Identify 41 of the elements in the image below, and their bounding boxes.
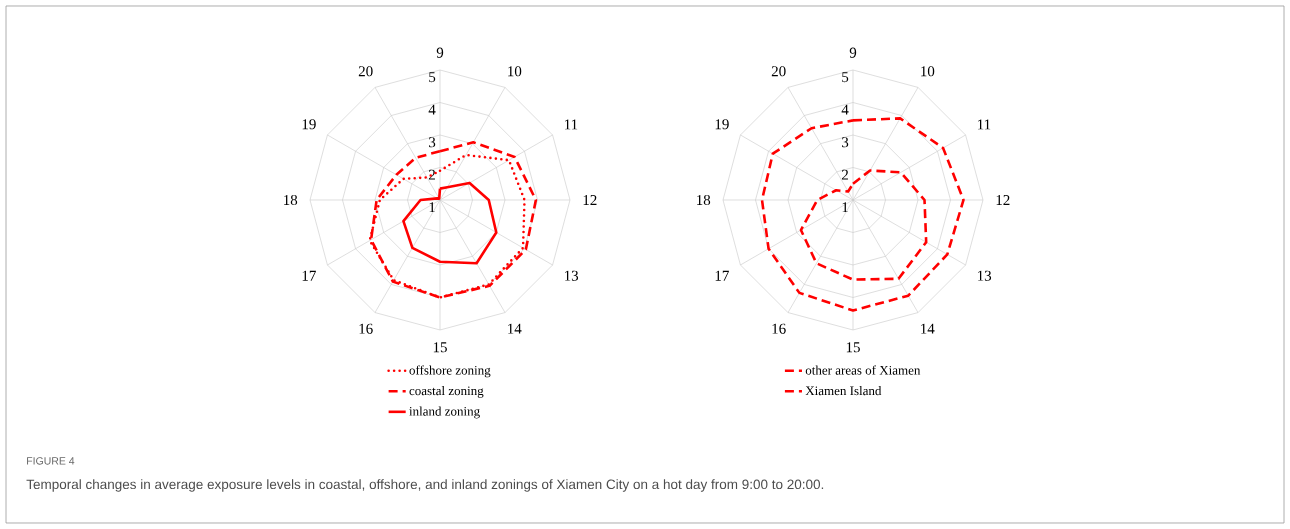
legend-label: coastal zoning [409,386,484,398]
spoke-label: 19 [302,119,316,130]
y-tick-label: 1 [429,202,435,213]
spoke-label: 18 [284,194,298,206]
y-tick-label: 1 [842,202,848,213]
spoke-label: 10 [508,66,522,77]
legend-label: Xiamen Island [805,386,882,396]
spoke-label: 19 [715,119,729,130]
spoke-label: 11 [977,119,991,130]
spoke-label: 18 [697,194,711,206]
legend-label: inland zoning [409,406,480,419]
caption: FIGURE 4 [27,457,75,465]
spoke-label: 20 [358,66,373,77]
spoke-label: 12 [583,195,597,205]
spoke-label: 16 [359,323,373,334]
spoke-label: 14 [921,323,935,334]
y-tick-label: 2 [428,169,435,180]
text: Temporal changes in average exposure levels in coastal, offshore, and inland zonings of Xiamen City on a hot day from 9:00 to 20:00. [26,479,824,492]
spoke-label: 17 [715,270,729,281]
spoke-label: 13 [564,270,579,281]
spoke-label: 17 [302,270,316,281]
y-tick-label: 4 [841,104,849,115]
spoke-label: 12 [996,195,1010,205]
spoke-label: 15 [433,342,447,353]
spoke-label: 14 [508,323,522,334]
legend-label: offshore zoning [409,365,491,378]
y-tick-label: 2 [841,169,848,180]
legend-label: other areas of Xiamen [805,365,921,375]
y-tick-label: 3 [429,137,436,148]
spoke-label: 16 [772,323,786,334]
spoke-label: 9 [436,47,444,58]
spoke-label: 15 [846,342,860,353]
y-tick-label: 5 [429,72,436,83]
y-tick-label: 4 [428,104,436,115]
y-tick-label: 3 [842,137,849,148]
y-tick-label: 5 [842,72,849,83]
spoke-label: 11 [564,119,578,130]
spoke-label: 20 [771,66,786,77]
spoke-label: 9 [849,47,857,58]
spoke-label: 10 [921,66,935,77]
spoke-label: 13 [977,270,992,281]
